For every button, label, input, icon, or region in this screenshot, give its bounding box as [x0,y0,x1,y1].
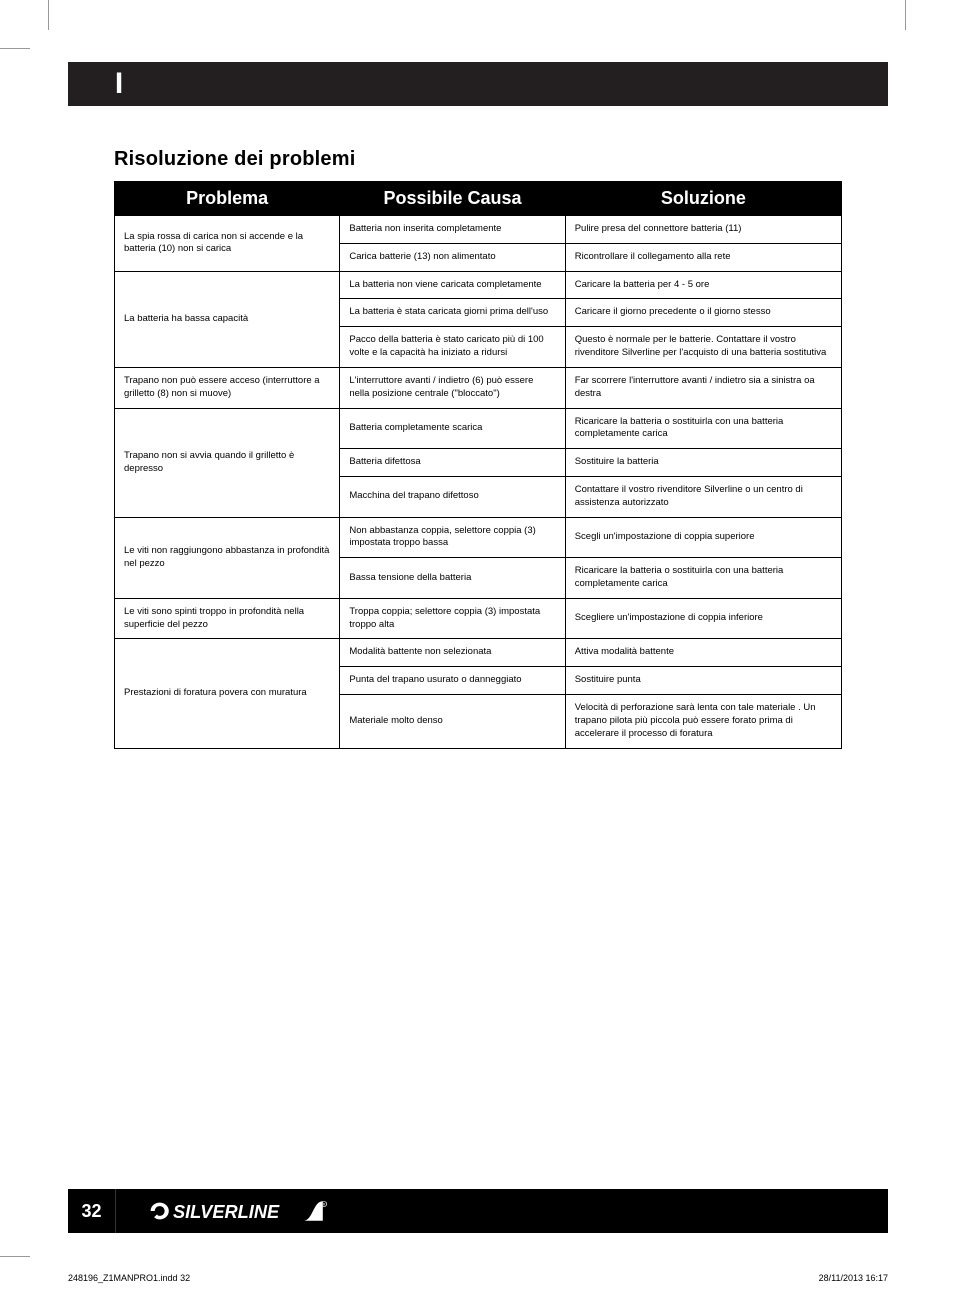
table-row: Prestazioni di foratura povera con murat… [115,639,842,667]
cell-cause: Modalità battente non selezionata [340,639,565,667]
cell-cause: Punta del trapano usurato o danneggiato [340,667,565,695]
cell-solution: Far scorrere l'interruttore avanti / ind… [565,367,841,408]
job-date: 28/11/2013 16:17 [819,1273,888,1283]
cell-solution: Ricaricare la batteria o sostituirla con… [565,558,841,599]
cell-cause: Bassa tensione della batteria [340,558,565,599]
col-problem: Problema [115,182,340,216]
cell-solution: Caricare la batteria per 4 - 5 ore [565,271,841,299]
section-title: Risoluzione dei problemi [114,148,842,171]
table-row: Le viti non raggiungono abbastanza in pr… [115,517,842,558]
content-area: Risoluzione dei problemi Problema Possib… [114,148,842,749]
table-row: La batteria ha bassa capacitàLa batteria… [115,271,842,299]
page-number: 32 [81,1201,101,1222]
cell-problem: Le viti sono spinti troppo in profondità… [115,598,340,639]
cell-problem: Trapano non può essere acceso (interrutt… [115,367,340,408]
cell-cause: L'interruttore avanti / indietro (6) può… [340,367,565,408]
cell-solution: Caricare il giorno precedente o il giorn… [565,299,841,327]
cell-solution: Scegliere un'impostazione di coppia infe… [565,598,841,639]
cell-problem: Le viti non raggiungono abbastanza in pr… [115,517,340,598]
cell-cause: La batteria non viene caricata completam… [340,271,565,299]
cell-cause: La batteria è stata caricata giorni prim… [340,299,565,327]
table-row: La spia rossa di carica non si accende e… [115,216,842,244]
cell-cause: Non abbastanza coppia, selettore coppia … [340,517,565,558]
silverline-logo-icon: SILVERLINE R [130,1197,370,1225]
svg-text:SILVERLINE: SILVERLINE [173,1202,280,1222]
cell-cause: Troppa coppia; selettore coppia (3) impo… [340,598,565,639]
job-file: 248196_Z1MANPRO1.indd 32 [68,1273,190,1283]
cell-cause: Batteria completamente scarica [340,408,565,449]
cell-solution: Ricontrollare il collegamento alla rete [565,243,841,271]
table-row: Trapano non può essere acceso (interrutt… [115,367,842,408]
cell-problem: La spia rossa di carica non si accende e… [115,216,340,272]
cell-solution: Questo è normale per le batterie. Contat… [565,327,841,368]
table-header-row: Problema Possibile Causa Soluzione [115,182,842,216]
cell-problem: Trapano non si avvia quando il grilletto… [115,408,340,517]
col-solution: Soluzione [565,182,841,216]
cell-solution: Pulire presa del connettore batteria (11… [565,216,841,244]
cell-solution: Scegli un'impostazione di coppia superio… [565,517,841,558]
cell-solution: Attiva modalità battente [565,639,841,667]
col-cause: Possibile Causa [340,182,565,216]
job-info-line: 248196_Z1MANPRO1.indd 32 28/11/2013 16:1… [68,1273,888,1283]
cell-cause: Materiale molto denso [340,695,565,748]
language-letter: I [115,67,123,101]
cell-cause: Batteria non inserita completamente [340,216,565,244]
language-flag: I [92,62,146,106]
cell-cause: Batteria difettosa [340,449,565,477]
page-number-box: 32 [68,1189,116,1233]
footer-bar: 32 SILVERLINE R [68,1189,888,1233]
cell-solution: Sostituire la batteria [565,449,841,477]
cell-problem: Prestazioni di foratura povera con murat… [115,639,340,748]
brand-logo: SILVERLINE R [130,1197,370,1225]
cell-problem: La batteria ha bassa capacità [115,271,340,367]
cell-solution: Contattare il vostro rivenditore Silverl… [565,476,841,517]
troubleshooting-table: Problema Possibile Causa Soluzione La sp… [114,181,842,749]
table-row: Le viti sono spinti troppo in profondità… [115,598,842,639]
table-body: La spia rossa di carica non si accende e… [115,216,842,749]
cell-solution: Sostituire punta [565,667,841,695]
cell-solution: Ricaricare la batteria o sostituirla con… [565,408,841,449]
language-tab: I [68,62,888,106]
cell-cause: Carica batterie (13) non alimentato [340,243,565,271]
cell-cause: Macchina del trapano difettoso [340,476,565,517]
cell-cause: Pacco della batteria è stato caricato pi… [340,327,565,368]
table-row: Trapano non si avvia quando il grilletto… [115,408,842,449]
cell-solution: Velocità di perforazione sarà lenta con … [565,695,841,748]
